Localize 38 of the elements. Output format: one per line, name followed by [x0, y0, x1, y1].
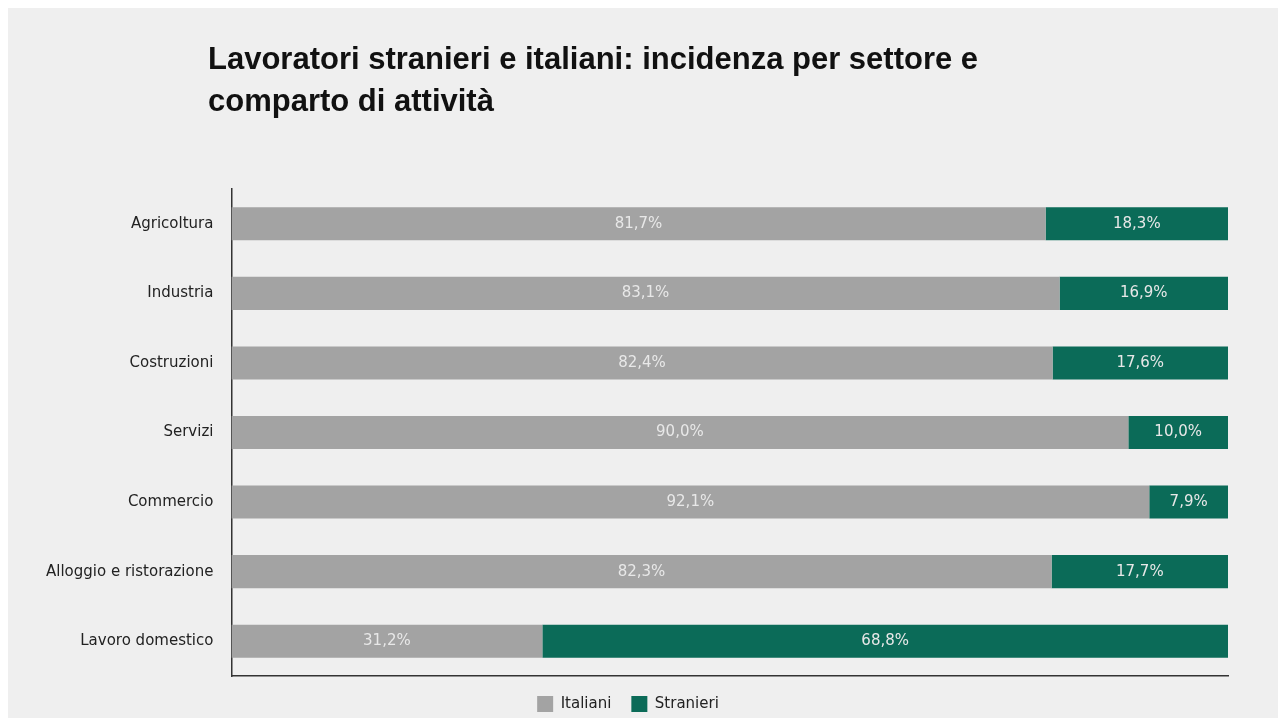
y-tick-label: Alloggio e ristorazione	[45, 561, 214, 580]
y-tick-label: Industria	[147, 283, 214, 302]
data-label: 90,0%	[656, 422, 704, 441]
data-label: 18,3%	[1112, 213, 1161, 232]
chart-title: Lavoratori stranieri e italiani: incidenza per settore e comparto di attività	[207, 40, 980, 120]
bar	[1045, 207, 1228, 241]
bar	[1059, 276, 1228, 310]
bar	[231, 415, 1129, 450]
data-label: 82,3%	[617, 561, 666, 580]
bar	[231, 624, 543, 658]
y-tick-label: Commercio	[127, 491, 214, 510]
bar	[1128, 415, 1228, 450]
bar	[1051, 555, 1228, 589]
legend-label: Stranieri	[654, 693, 719, 712]
legend-label: Italiani	[560, 693, 612, 712]
data-label: 17,7%	[1115, 561, 1164, 580]
data-label: 92,1%	[666, 491, 715, 510]
bar	[231, 346, 1053, 380]
bar	[542, 624, 1228, 658]
bar	[1149, 485, 1228, 519]
bar	[231, 276, 1060, 310]
data-label: 31,2%	[363, 631, 411, 650]
bar	[231, 485, 1150, 519]
y-tick-label: Lavoro domestico	[80, 631, 214, 650]
data-label: 68,8%	[861, 631, 910, 650]
data-label: 83,1%	[621, 283, 670, 302]
data-label: 81,7%	[614, 213, 663, 232]
y-tick-label: Servizi	[163, 422, 214, 441]
data-label: 16,9%	[1119, 283, 1168, 302]
y-tick-label: Agricoltura	[130, 213, 214, 232]
bar	[1052, 346, 1228, 380]
data-label: 7,9%	[1169, 491, 1208, 510]
bar	[231, 207, 1046, 241]
data-label: 17,6%	[1116, 352, 1165, 371]
y-tick-label: Costruzioni	[129, 352, 214, 371]
data-label: 82,4%	[618, 352, 666, 371]
bar	[231, 555, 1052, 589]
data-label: 10,0%	[1154, 422, 1202, 441]
